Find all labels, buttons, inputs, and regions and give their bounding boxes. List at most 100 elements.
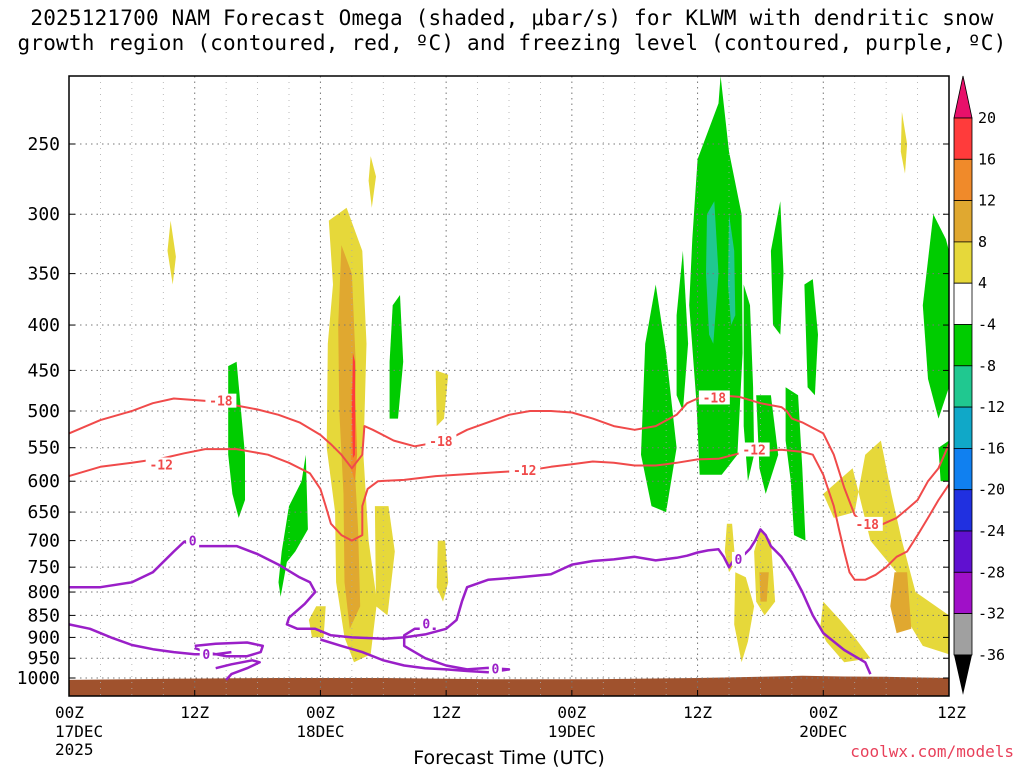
temperature-contours: -18 -18 -18 -18 -12 -12 -12 0 0 0 0 0 — [68, 390, 950, 681]
omega-region-30 — [804, 279, 818, 396]
colorbar-label: -32 — [978, 605, 1005, 623]
contour-label: -12 — [149, 459, 172, 474]
y-tick-label: 550 — [27, 438, 60, 459]
y-tick-label: 750 — [27, 557, 60, 578]
omega-region-25 — [728, 214, 736, 325]
dendritic-contour-m12 — [68, 448, 950, 581]
x-date-label: 17DEC — [55, 722, 103, 741]
x-tick-label: 12Z — [683, 703, 712, 722]
colorbar-label: -4 — [978, 316, 996, 334]
colorbar-label: 12 — [978, 192, 996, 210]
contour-label: -18 — [856, 518, 880, 533]
x-axis-label: Forecast Time (UTC) — [413, 747, 604, 768]
y-tick-label: 400 — [27, 315, 60, 336]
contour-label: -12 — [513, 464, 536, 479]
contour-label-bg — [205, 393, 237, 408]
x-date-label: 20DEC — [799, 722, 847, 741]
colorbar-label: -16 — [978, 439, 1005, 457]
contour-label-bg — [488, 661, 502, 676]
omega-region-13 — [759, 572, 769, 602]
omega-region-29 — [785, 387, 806, 541]
contour-label-bg — [851, 516, 883, 531]
terrain-ground-layer — [69, 675, 949, 696]
contour-label: 0 — [735, 553, 743, 568]
omega-region-17 — [900, 111, 908, 174]
colorbar-bin--8--4 — [953, 324, 973, 367]
x-tick-label: 00Z — [557, 703, 586, 722]
y-tick-label: 450 — [27, 360, 60, 381]
omega-region-0 — [167, 220, 176, 285]
y-axis: 2503003504004505005506006507007508008509… — [17, 134, 949, 689]
freezing-level-contour-0 — [69, 528, 872, 675]
omega-region-24 — [706, 201, 719, 344]
y-tick-label: 600 — [27, 471, 60, 492]
contour-label: 0 — [202, 648, 210, 663]
contour-label: -18 — [703, 391, 727, 406]
x-tick-label: 00Z — [306, 703, 335, 722]
omega-region-7 — [435, 370, 449, 427]
y-tick-label: 1000 — [17, 668, 60, 689]
freezing-level-contour-extra-2 — [215, 659, 261, 681]
omega-region-8 — [436, 540, 449, 602]
colorbar-bin--24--20 — [953, 489, 973, 532]
contour-label: 0 — [189, 535, 197, 550]
omega-region-19 — [278, 454, 308, 597]
dendritic-contour-m18 — [68, 394, 950, 526]
contour-label-bg — [731, 551, 745, 566]
contour-label-bg — [698, 390, 730, 405]
colorbar-bin-12-16 — [953, 158, 973, 202]
colorbar-bin--36--32 — [953, 613, 973, 656]
omega-region-18 — [228, 361, 245, 518]
omega-region-5 — [368, 156, 376, 208]
omega-region-11 — [734, 572, 755, 663]
y-tick-label: 950 — [27, 648, 60, 669]
colorbar-label: -8 — [978, 357, 996, 375]
colorbar-bin-8-12 — [953, 200, 973, 243]
x-date-label: 18DEC — [296, 722, 344, 741]
x-tick-label: 12Z — [432, 703, 461, 722]
chart-title: 2025121700 NAM Forecast Omega (shaded, μ… — [0, 6, 1024, 56]
omega-region-22 — [676, 250, 689, 411]
omega-region-31 — [922, 214, 949, 419]
contour-label: -12 — [742, 444, 765, 459]
colorbar-label: 16 — [978, 150, 996, 168]
contour-label: 0 — [491, 662, 499, 677]
omega-region-6 — [374, 506, 395, 616]
colorbar-bottom-arrow — [954, 654, 972, 695]
colorbar-bin--12--8 — [953, 365, 973, 408]
credit-text: coolwx.com/models — [850, 742, 1014, 761]
omega-region-14 — [823, 440, 949, 655]
colorbar: 20 16 12 8 4 -4 -8 -12 -16 -20 -24 -28 -32 -36 — [953, 75, 1005, 695]
y-tick-label: 800 — [27, 582, 60, 603]
y-tick-label: 900 — [27, 627, 60, 648]
omega-region-26 — [743, 284, 755, 482]
contour-label-bg — [199, 646, 213, 661]
colorbar-label: -28 — [978, 563, 1005, 581]
colorbar-bin--20--16 — [953, 447, 973, 491]
x-tick-label: 12Z — [180, 703, 209, 722]
omega-region-15 — [820, 601, 871, 663]
y-tick-label: 850 — [27, 605, 60, 626]
x-tick-label: 12Z — [937, 703, 966, 722]
y-tick-label: 350 — [27, 264, 60, 285]
colorbar-bin--4-4 — [953, 282, 973, 325]
colorbar-label: 4 — [978, 274, 987, 292]
omega-region-20 — [389, 295, 404, 419]
contour-label: -18 — [209, 395, 233, 410]
omega-region-28 — [770, 201, 784, 335]
colorbar-bin--16--12 — [953, 406, 973, 449]
omega-region-4 — [351, 352, 355, 459]
x-year-label: 2025 — [55, 740, 94, 759]
x-tick-label: 00Z — [55, 703, 84, 722]
freezing-level-contour-extra-3 — [320, 627, 511, 674]
colorbar-label: -24 — [978, 522, 1005, 540]
colorbar-top-arrow — [953, 75, 973, 119]
omega-region-21 — [641, 284, 677, 513]
terrain-fill — [69, 675, 949, 696]
title-line-2: growth region (contoured, red, ºC) and f… — [17, 31, 1007, 55]
y-tick-label: 300 — [27, 204, 60, 225]
contour-label: -18 — [429, 435, 453, 450]
plot-frame — [68, 75, 950, 697]
